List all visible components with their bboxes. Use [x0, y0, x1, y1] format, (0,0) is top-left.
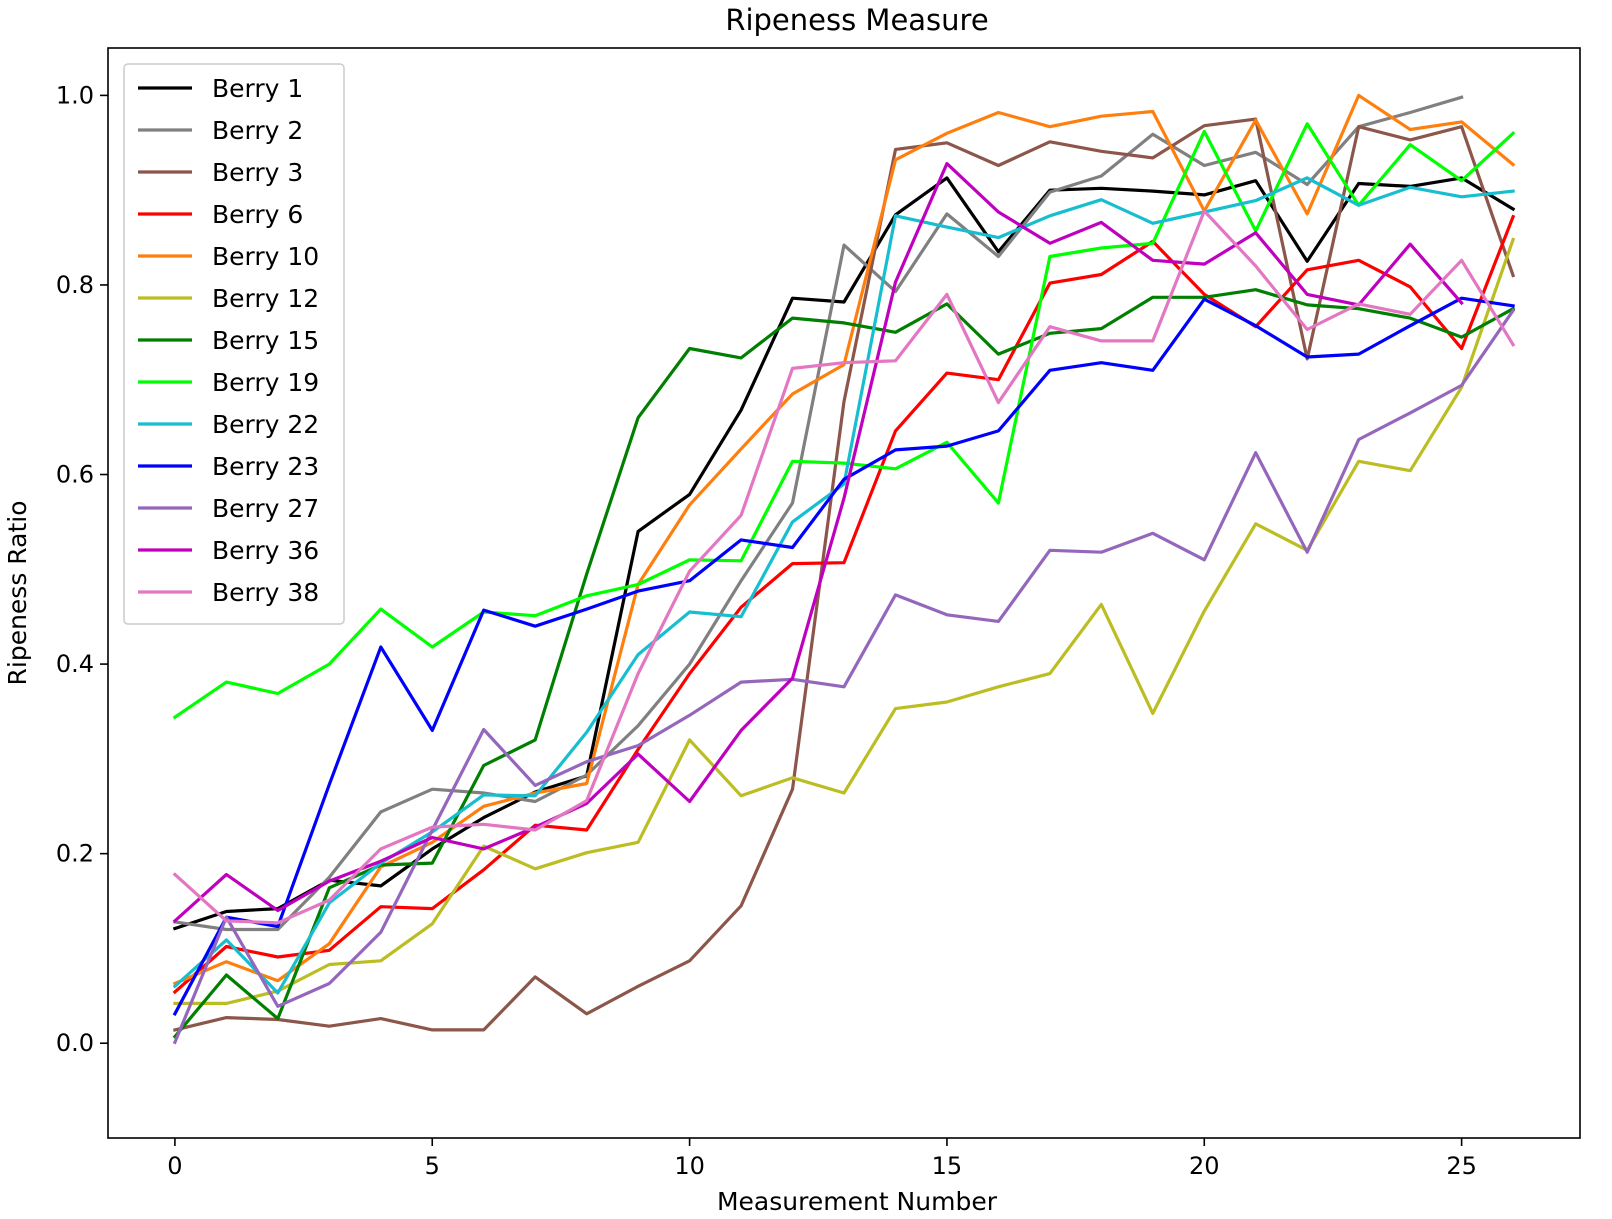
legend-entry-label: Berry 12 — [212, 284, 319, 313]
plot-series-group — [172, 93, 1516, 1045]
legend-entry-label: Berry 2 — [212, 116, 303, 145]
y-tick-label: 0.4 — [56, 650, 94, 678]
x-axis-label: Measurement Number — [717, 1187, 998, 1216]
legend-entry-label: Berry 6 — [212, 200, 303, 229]
y-tick-label: 0.2 — [56, 840, 94, 868]
series-line-berry-1 — [172, 176, 1516, 931]
chart-title: Ripeness Measure — [725, 3, 988, 37]
x-tick-label: 5 — [425, 1152, 440, 1180]
legend-entry-label: Berry 22 — [212, 410, 319, 439]
legend-entry-label: Berry 1 — [212, 74, 303, 103]
legend-entry-label: Berry 3 — [212, 158, 303, 187]
series-line-berry-38 — [172, 209, 1516, 925]
y-tick-label: 0.8 — [56, 271, 94, 299]
x-axis-ticks: 0 5 10 15 20 25 — [167, 1138, 1477, 1180]
series-line-berry-23 — [172, 296, 1515, 1016]
legend: Berry 1 Berry 2 Berry 3 Berry 6 Berry 10 Berr… — [123, 63, 345, 625]
series-line-berry-19 — [172, 122, 1516, 720]
legend-entry-label: Berry 10 — [212, 242, 319, 271]
series-line-berry-12 — [173, 237, 1516, 1006]
series-line-berry-2 — [173, 95, 1464, 932]
legend-entry-label: Berry 36 — [212, 536, 319, 565]
y-tick-label: 0.0 — [56, 1029, 94, 1057]
x-tick-label: 25 — [1446, 1152, 1477, 1180]
series-line-berry-10 — [172, 93, 1516, 986]
x-tick-label: 10 — [674, 1152, 705, 1180]
series-line-berry-36 — [172, 162, 1464, 924]
series-line-berry-27 — [172, 308, 1516, 1045]
y-axis-label: Ripeness Ratio — [3, 501, 32, 686]
x-tick-label: 0 — [167, 1152, 182, 1180]
legend-entry-label: Berry 15 — [212, 326, 319, 355]
x-tick-label: 15 — [932, 1152, 963, 1180]
y-tick-label: 0.6 — [56, 461, 94, 489]
series-line-berry-15 — [172, 288, 1516, 1039]
y-tick-label: 1.0 — [56, 81, 94, 109]
legend-box — [123, 63, 345, 625]
legend-entry-label: Berry 19 — [212, 368, 319, 397]
x-tick-label: 20 — [1189, 1152, 1220, 1180]
y-axis-ticks: 0.0 0.2 0.4 0.6 0.8 1.0 — [56, 81, 108, 1057]
legend-entry-label: Berry 27 — [212, 494, 319, 523]
legend-entry-label: Berry 38 — [212, 578, 319, 607]
series-line-berry-6 — [172, 214, 1516, 995]
legend-entry-label: Berry 23 — [212, 452, 319, 481]
series-line-berry-3 — [172, 117, 1516, 1032]
plot-frame — [107, 47, 1581, 1139]
